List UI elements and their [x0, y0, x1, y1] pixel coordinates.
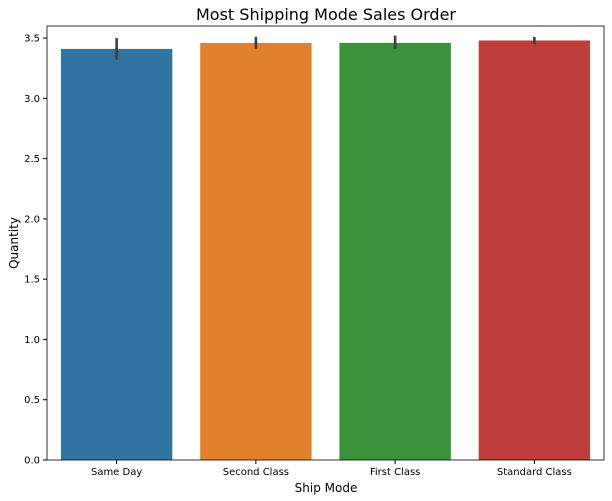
- x-tick-label: Same Day: [91, 467, 142, 478]
- y-axis-label: Quantity: [7, 217, 21, 269]
- y-axis: 0.0 0.5 1.0 1.5 2.0 2.5 3.0 3.5: [24, 34, 47, 467]
- x-tick-label: Standard Class: [497, 467, 572, 478]
- bar-same-day: [60, 48, 173, 461]
- chart-title: Most Shipping Mode Sales Order: [196, 5, 456, 24]
- bars-group: [60, 40, 591, 461]
- bar-second-class: [200, 42, 312, 460]
- y-tick-label: 1.5: [24, 275, 40, 286]
- x-axis: Same Day Second Class First Class Standard …: [91, 460, 572, 478]
- y-tick-label: 3.0: [24, 94, 40, 105]
- x-axis-label: Ship Mode: [295, 481, 358, 495]
- y-tick-label: 2.0: [24, 214, 40, 225]
- y-tick-label: 3.5: [24, 34, 40, 45]
- plot-frame: [46, 25, 605, 461]
- y-tick-label: 2.5: [24, 154, 40, 165]
- bar-first-class: [339, 42, 451, 460]
- error-bars-group: [115, 35, 536, 60]
- x-tick-label: Second Class: [223, 467, 289, 478]
- y-tick-label: 0.5: [24, 395, 40, 406]
- x-tick-label: First Class: [370, 467, 421, 478]
- y-tick-label: 1.0: [24, 335, 40, 346]
- bar-standard-class: [478, 40, 591, 460]
- y-tick-label: 0.0: [24, 456, 40, 467]
